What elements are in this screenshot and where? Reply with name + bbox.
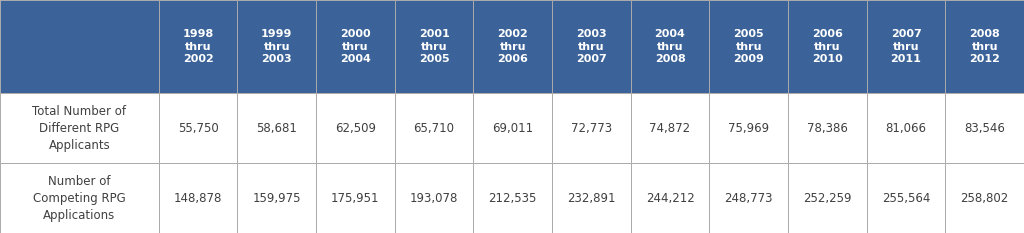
Text: 248,773: 248,773 [724,192,773,205]
Text: 2000
thru
2004: 2000 thru 2004 [340,29,371,64]
Bar [631,163,710,233]
Text: 175,951: 175,951 [331,192,380,205]
Text: Total Number of
Different RPG
Applicants: Total Number of Different RPG Applicants [33,105,126,152]
Bar [0,93,159,163]
Bar [710,163,788,233]
Bar [473,0,552,93]
Bar [788,0,866,93]
Bar [316,93,394,163]
Bar [238,93,316,163]
Bar [710,0,788,93]
Text: 2006
thru
2010: 2006 thru 2010 [812,29,843,64]
Text: 252,259: 252,259 [803,192,852,205]
Bar [945,0,1024,93]
Text: 1999
thru
2003: 1999 thru 2003 [261,29,293,64]
Bar [316,0,394,93]
Text: 65,710: 65,710 [414,122,455,135]
Bar [866,93,945,163]
Text: 212,535: 212,535 [488,192,537,205]
Bar [473,163,552,233]
Text: 244,212: 244,212 [646,192,694,205]
Bar [866,0,945,93]
Bar [866,163,945,233]
Bar [238,0,316,93]
Bar [473,93,552,163]
Text: 2008
thru
2012: 2008 thru 2012 [970,29,1000,64]
Bar [394,0,473,93]
Text: 148,878: 148,878 [174,192,222,205]
Bar [159,93,238,163]
Text: 2005
thru
2009: 2005 thru 2009 [733,29,764,64]
Text: 78,386: 78,386 [807,122,848,135]
Bar [0,0,159,93]
Bar [788,93,866,163]
Text: 75,969: 75,969 [728,122,769,135]
Text: 81,066: 81,066 [886,122,927,135]
Text: 255,564: 255,564 [882,192,930,205]
Text: 69,011: 69,011 [493,122,534,135]
Text: 2003
thru
2007: 2003 thru 2007 [575,29,607,64]
Bar [552,163,631,233]
Bar [159,163,238,233]
Text: 232,891: 232,891 [567,192,615,205]
Text: 55,750: 55,750 [178,122,218,135]
Text: 2001
thru
2005: 2001 thru 2005 [419,29,450,64]
Bar [394,163,473,233]
Text: 2004
thru
2008: 2004 thru 2008 [654,29,685,64]
Bar [552,0,631,93]
Bar [0,163,159,233]
Bar [710,93,788,163]
Text: 258,802: 258,802 [961,192,1009,205]
Text: 2007
thru
2011: 2007 thru 2011 [891,29,922,64]
Text: 62,509: 62,509 [335,122,376,135]
Text: 72,773: 72,773 [570,122,612,135]
Bar [238,163,316,233]
Bar [631,93,710,163]
Bar [394,93,473,163]
Text: 193,078: 193,078 [410,192,458,205]
Bar [159,0,238,93]
Text: 159,975: 159,975 [253,192,301,205]
Bar [316,163,394,233]
Text: 74,872: 74,872 [649,122,690,135]
Text: 58,681: 58,681 [256,122,297,135]
Text: 1998
thru
2002: 1998 thru 2002 [182,29,214,64]
Bar [945,93,1024,163]
Text: Number of
Competing RPG
Applications: Number of Competing RPG Applications [33,175,126,222]
Bar [788,163,866,233]
Bar [945,163,1024,233]
Text: 83,546: 83,546 [965,122,1006,135]
Text: 2002
thru
2006: 2002 thru 2006 [498,29,528,64]
Bar [552,93,631,163]
Bar [631,0,710,93]
